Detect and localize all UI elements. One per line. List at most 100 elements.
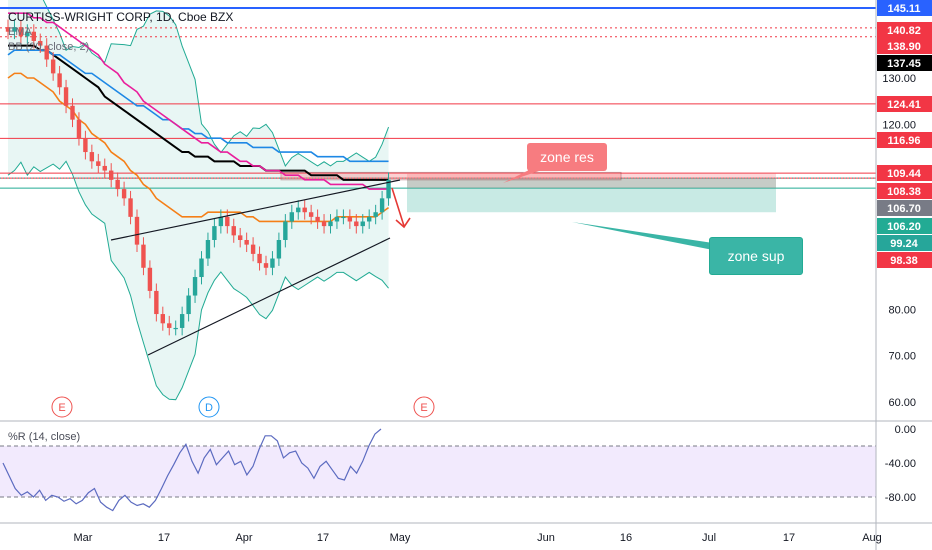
candle[interactable] [128, 190, 133, 225]
price-label-text: 109.44 [887, 168, 922, 180]
price-label[interactable]: 124.41 [877, 96, 932, 112]
candle[interactable] [386, 172, 391, 206]
candle[interactable] [341, 209, 346, 225]
candle[interactable] [328, 214, 333, 234]
zone-sup-box[interactable] [407, 178, 776, 213]
candle[interactable] [199, 251, 204, 285]
time-tick-label: Mar [74, 532, 93, 544]
candle[interactable] [186, 288, 191, 322]
candle[interactable] [109, 163, 114, 188]
price-label[interactable]: 98.38 [877, 252, 932, 268]
price-label[interactable]: 106.20 [877, 218, 932, 234]
zone-res-callout[interactable]: zone res [527, 143, 607, 171]
candle[interactable] [179, 306, 185, 336]
candle[interactable] [321, 214, 327, 234]
zone-res-box[interactable] [407, 173, 776, 189]
candle[interactable] [102, 158, 107, 178]
price-label-text: 145.11 [887, 3, 920, 15]
candle[interactable] [141, 237, 146, 276]
candle[interactable] [238, 227, 243, 248]
dividend-marker[interactable]: D [198, 396, 220, 418]
candle[interactable] [76, 112, 82, 146]
candle[interactable] [12, 19, 17, 40]
candle[interactable] [367, 209, 372, 229]
candle[interactable] [334, 209, 340, 229]
candle-body [360, 221, 365, 227]
candle[interactable] [167, 315, 172, 336]
bollinger-legend[interactable]: BB (20, close, 2) [8, 41, 90, 53]
earnings-marker[interactable]: E [51, 396, 73, 418]
zone-sup-callout[interactable]: zone sup [709, 237, 803, 275]
candle[interactable] [263, 255, 269, 276]
candle[interactable] [315, 209, 320, 229]
candle[interactable] [83, 130, 88, 160]
ema-legend[interactable]: EMA [8, 26, 32, 38]
candle[interactable] [360, 214, 365, 234]
candle-body [121, 189, 127, 199]
candle[interactable] [147, 260, 153, 299]
candle[interactable] [231, 218, 236, 243]
candle-body [367, 216, 372, 222]
candle-body [141, 244, 146, 268]
candle[interactable] [225, 209, 230, 234]
candle[interactable] [57, 65, 62, 95]
candle[interactable] [70, 98, 75, 128]
candle[interactable] [302, 200, 307, 220]
candle[interactable] [121, 181, 127, 206]
candle[interactable] [250, 237, 256, 262]
price-label[interactable]: 140.82 [877, 22, 932, 38]
upper-trendline[interactable] [110, 179, 401, 241]
candle-body [115, 179, 120, 190]
price-label[interactable]: 145.11 [877, 0, 932, 16]
candle[interactable] [354, 214, 359, 234]
price-label[interactable]: 137.45 [877, 55, 932, 71]
candle[interactable] [38, 33, 43, 54]
price-label[interactable]: 109.44 [877, 165, 932, 181]
candle[interactable] [289, 204, 294, 229]
candle[interactable] [63, 79, 69, 114]
candle[interactable] [44, 38, 49, 67]
candle[interactable] [115, 172, 120, 197]
candle[interactable] [296, 200, 301, 220]
price-label[interactable]: 138.90 [877, 38, 932, 54]
candle[interactable] [31, 24, 36, 49]
candle[interactable] [173, 320, 178, 336]
candle[interactable] [160, 306, 165, 331]
candle[interactable] [192, 269, 198, 303]
marker-circle [198, 396, 220, 418]
price-label[interactable]: 106.70 [877, 200, 932, 216]
price-label[interactable]: 99.24 [877, 235, 932, 251]
candle[interactable] [154, 283, 159, 322]
candle[interactable] [308, 204, 314, 225]
williams-r-legend[interactable]: %R (14, close) [8, 431, 81, 443]
candle[interactable] [205, 232, 211, 266]
candle[interactable] [347, 209, 353, 229]
williams-r-line [2, 428, 382, 512]
price-label-bg [877, 252, 932, 268]
candle[interactable] [283, 214, 288, 248]
candle[interactable] [134, 209, 140, 253]
candle[interactable] [212, 218, 217, 248]
candle[interactable] [218, 209, 224, 234]
candle[interactable] [25, 24, 30, 44]
candle[interactable] [244, 232, 249, 253]
candle[interactable] [96, 153, 101, 174]
zone-res-rect[interactable] [280, 171, 622, 181]
earnings-marker[interactable]: E [413, 396, 435, 418]
candle[interactable] [276, 232, 282, 266]
lower-trendline[interactable] [147, 237, 391, 356]
candle[interactable] [270, 251, 275, 276]
candle-body [386, 179, 391, 199]
candle[interactable] [50, 52, 56, 81]
price-label[interactable]: 108.38 [877, 183, 932, 199]
candle[interactable] [18, 19, 24, 44]
price-label-bg [877, 200, 932, 216]
candle[interactable] [373, 204, 378, 225]
candle[interactable] [257, 246, 262, 271]
candle[interactable] [5, 19, 11, 40]
candle[interactable] [89, 144, 95, 169]
price-label[interactable]: 116.96 [877, 132, 932, 148]
candle[interactable] [379, 190, 385, 220]
candle-body [315, 216, 320, 222]
